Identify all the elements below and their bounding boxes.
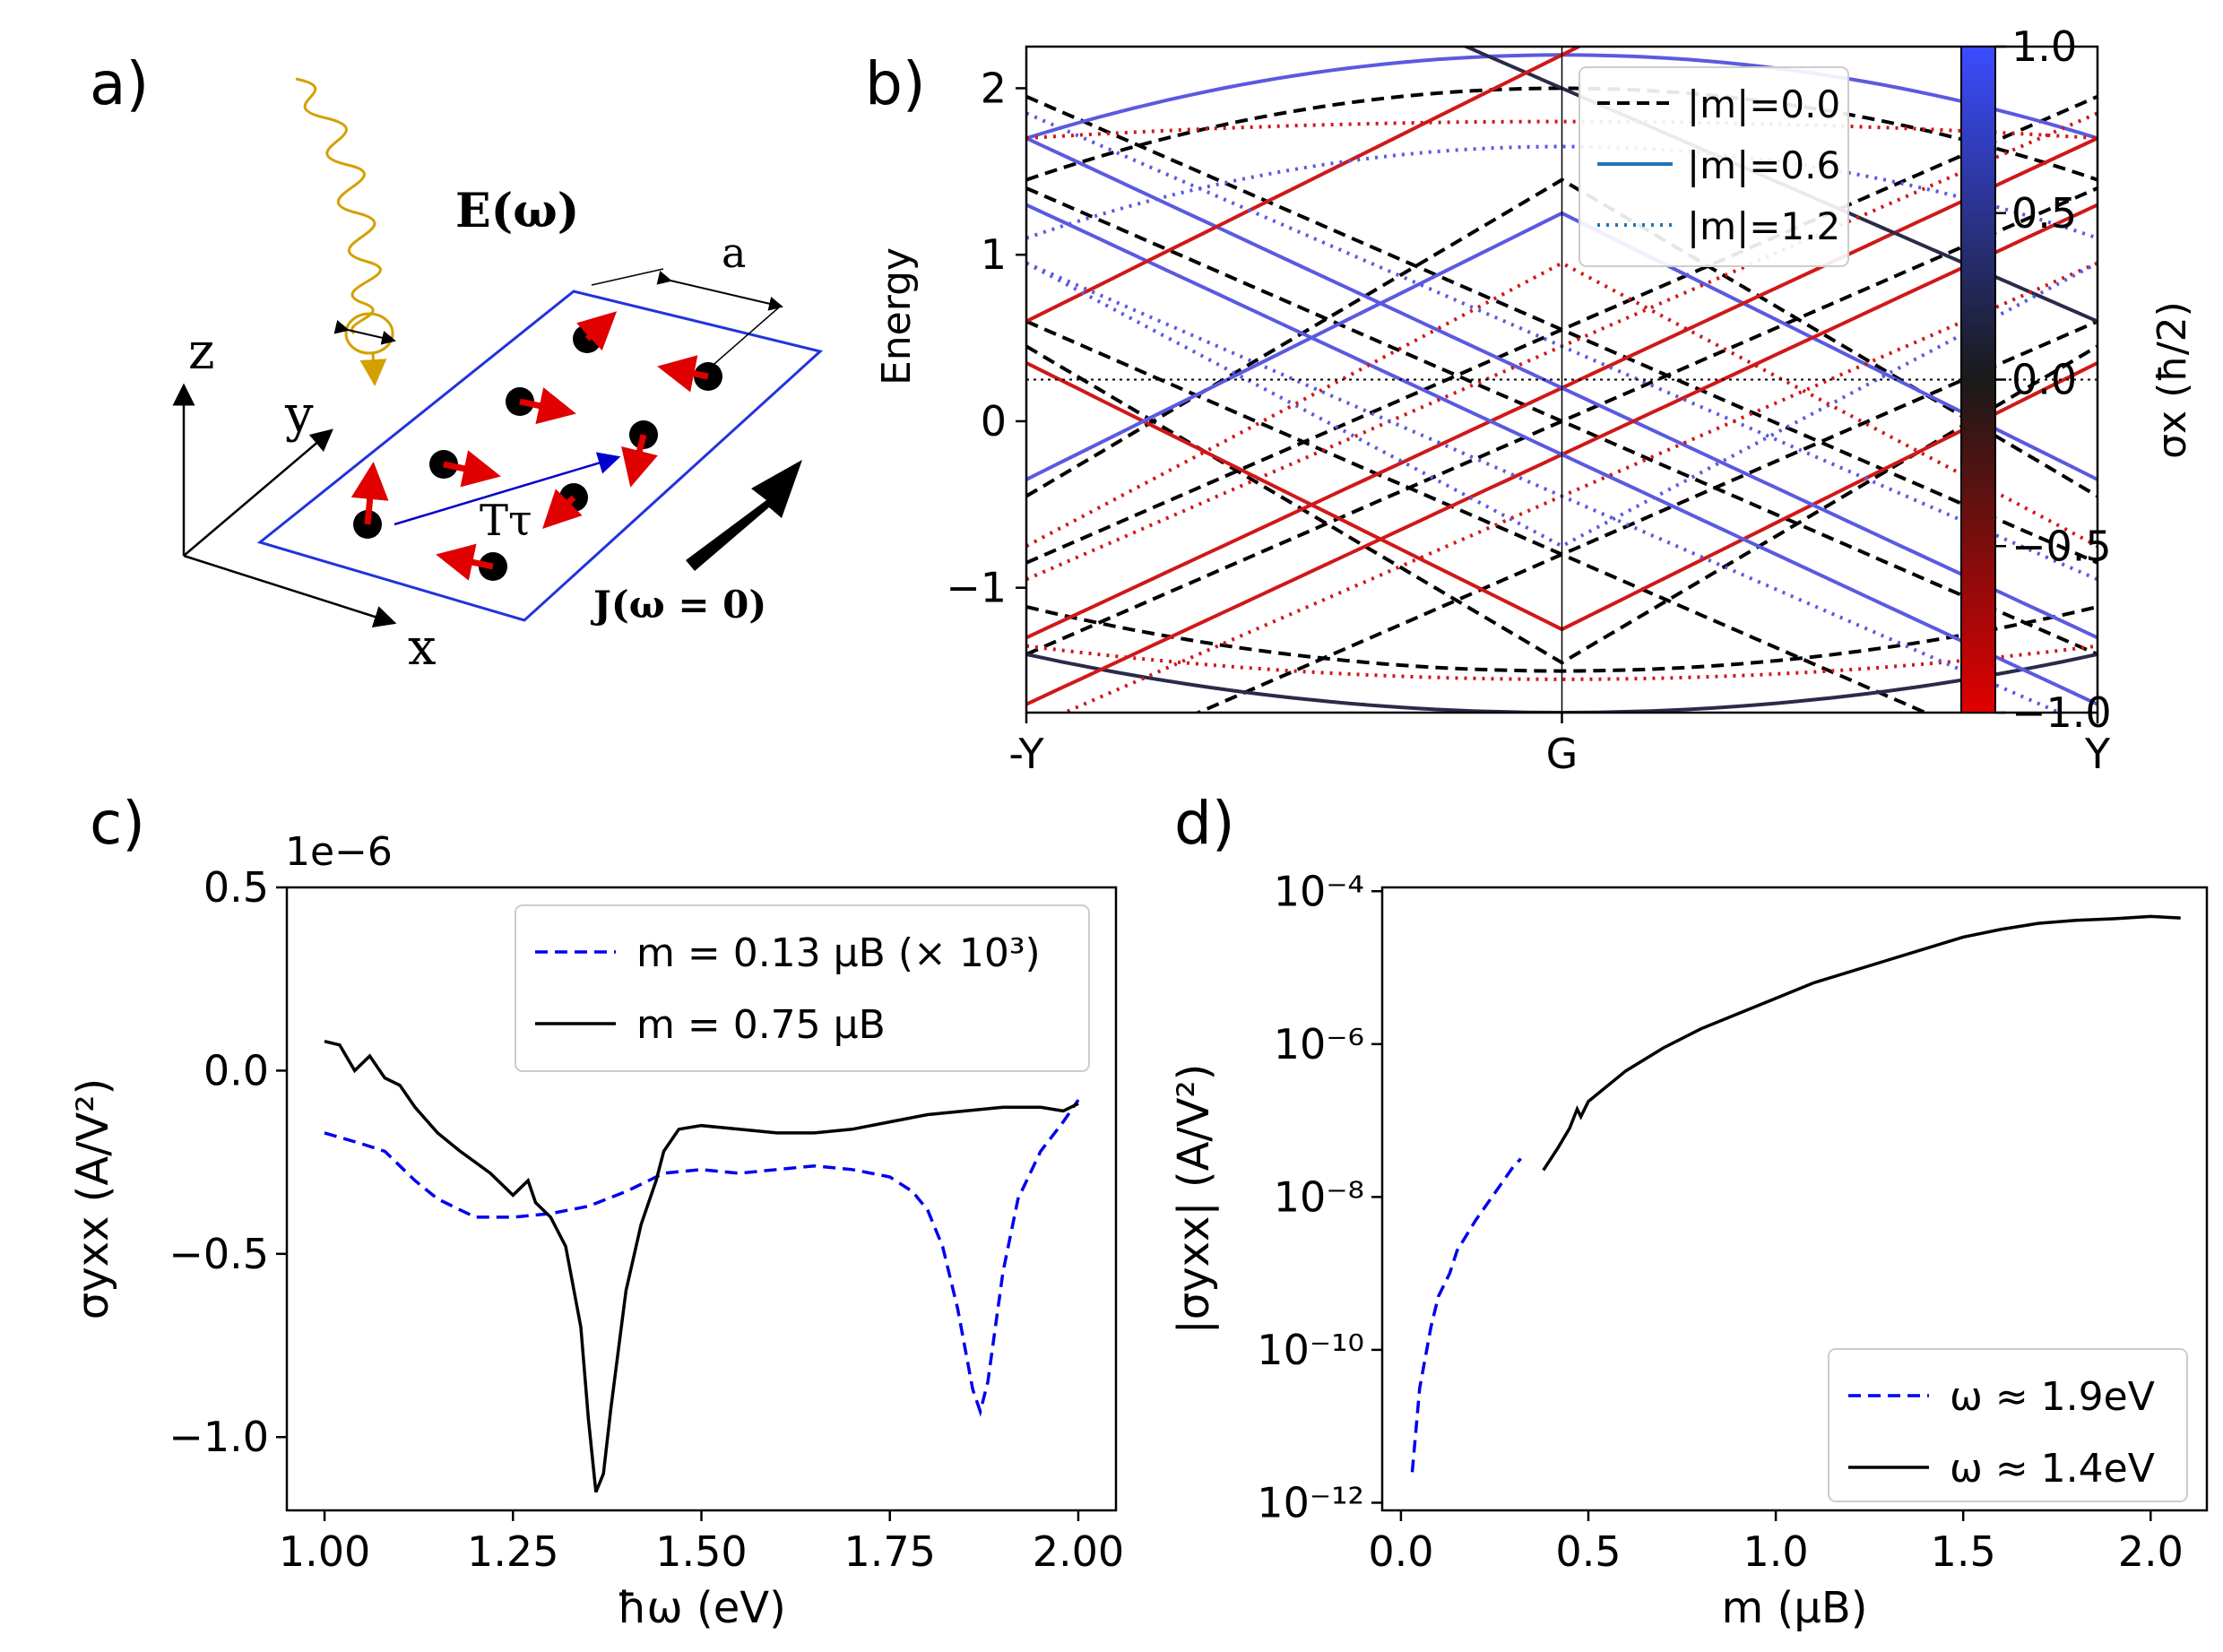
x-axis-label: x — [408, 618, 437, 677]
y-tick-label: 0.0 — [203, 1046, 269, 1094]
y-tick-label: 10⁻⁴ — [1274, 867, 1364, 915]
legend-label: |m|=1.2 — [1687, 204, 1840, 248]
colorbar-tick-label: −0.5 — [2011, 522, 2112, 570]
legend-frame — [1828, 1348, 2188, 1502]
panel-b: b) −1 0 1 2 -Y G Y |m|=0.0 |m|=0.6 |m|=1.2 1.0 0.5 0… — [861, 0, 2223, 789]
y-axis-label: σyxx (A/V²) — [68, 1078, 118, 1319]
x-tick-label: 1.75 — [844, 1527, 936, 1576]
band-m12 — [1026, 144, 2098, 240]
band-m12 — [1026, 644, 2098, 681]
x-axis — [183, 554, 397, 628]
y-tick-label: 10⁻⁸ — [1274, 1172, 1364, 1221]
x-tick-label: 1.25 — [467, 1527, 558, 1576]
legend-label: m = 0.75 μB — [636, 1002, 886, 1048]
colorbar-tick-label: 1.0 — [2011, 22, 2077, 71]
legend: m = 0.13 μB (× 10³) m = 0.75 μB — [515, 904, 1090, 1072]
y-axis-label: y — [285, 385, 314, 444]
colorbar-tick-label: −1.0 — [2011, 688, 2112, 737]
panel-b-label: b) — [865, 49, 926, 118]
legend-label: |m|=0.6 — [1687, 143, 1840, 187]
sigma-vs-frequency-chart: 1.00 1.25 1.50 1.75 2.00 0.5 0.0 −0.5 −1.0 ħω (eV… — [68, 863, 1124, 1633]
series-line — [1542, 914, 2181, 1172]
y-tick-label: −0.5 — [169, 1230, 269, 1278]
panel-d: d) 0.0 0.5 1.0 1.5 2.0 10⁻⁴ 10⁻⁶ 10⁻⁸ 10⁻¹⁰ 10⁻¹²… — [1147, 789, 2223, 1652]
schematic — [172, 77, 824, 628]
colorbar-label: σx (ħ/2) — [2149, 301, 2195, 459]
translation-label: Tτ — [480, 496, 532, 546]
y-tick-label: 0 — [981, 397, 1007, 445]
y-tick-label: −1.0 — [169, 1413, 269, 1461]
y-tick-label: 10⁻¹² — [1257, 1478, 1364, 1527]
chart-b-legend: |m|=0.0 |m|=0.6 |m|=1.2 — [1579, 66, 1849, 267]
y-tick-label: 10⁻⁶ — [1274, 1020, 1364, 1068]
atoms — [350, 311, 722, 581]
light-wave — [295, 77, 382, 335]
band-structure-chart: −1 0 1 2 -Y G Y |m|=0.0 |m|=0.6 |m|=1.2 1.0 0.5 0.0 −… — [946, 22, 2195, 778]
band-m0 — [1026, 86, 2098, 182]
y-tick-label: 1 — [981, 230, 1007, 279]
y-tick-label: 2 — [981, 64, 1007, 112]
panel-d-label: d) — [1174, 789, 1235, 858]
chart-c-offset: 1e−6 — [285, 829, 393, 875]
legend: ω ≈ 1.9eV ω ≈ 1.4eV — [1828, 1348, 2188, 1502]
x-tick-label: 0.0 — [1368, 1527, 1433, 1576]
series-line — [324, 1039, 1079, 1493]
x-tick-label: 2.0 — [2118, 1527, 2184, 1576]
x-tick-label: 0.5 — [1555, 1527, 1621, 1576]
lattice-plane — [256, 290, 824, 622]
series-line — [1410, 1157, 1522, 1473]
sigma-vs-moment-chart: 0.0 0.5 1.0 1.5 2.0 10⁻⁴ 10⁻⁶ 10⁻⁸ 10⁻¹⁰ 10⁻¹² m (… — [1169, 867, 2209, 1633]
panel-c: c) 1e−6 1.00 1.25 1.50 1.75 2.00 0.5 0.0 −0.5 −1… — [0, 789, 1147, 1652]
y-axis — [183, 428, 333, 557]
x-tick-label: 1.0 — [1743, 1527, 1809, 1576]
panel-c-label: c) — [90, 789, 146, 858]
legend-frame — [515, 904, 1090, 1072]
legend-frame — [1579, 66, 1849, 267]
band-m06 — [1026, 653, 2098, 713]
x-tick-label: Y — [2084, 730, 2111, 778]
y-tick-label: 0.5 — [203, 863, 269, 912]
x-axis-label: ħω (eV) — [617, 1583, 786, 1633]
legend-label: ω ≈ 1.9eV — [1950, 1374, 2155, 1420]
y-tick-label: −1 — [946, 564, 1007, 612]
x-tick-label: 2.00 — [1033, 1527, 1124, 1576]
panel-a-label: a) — [90, 49, 150, 118]
series-line — [324, 1099, 1080, 1417]
panel-a: a) — [0, 0, 861, 771]
spacing-label: a — [722, 229, 747, 277]
colorbar-tick-label: 0.0 — [2011, 356, 2077, 404]
y-axis-label: |σyxx| (A/V²) — [1169, 1064, 1219, 1335]
colorbar — [1960, 46, 1996, 714]
field-label: E(ω) — [455, 184, 580, 238]
y-tick-label: 10⁻¹⁰ — [1257, 1326, 1364, 1374]
x-tick-label: -Y — [1008, 730, 1044, 778]
plot-frame — [1380, 886, 2209, 1512]
x-tick-label: 1.00 — [279, 1527, 370, 1576]
chart-b-ylabel: Energy — [874, 247, 920, 385]
current-arrow — [686, 460, 802, 571]
x-axis-label: m (μB) — [1722, 1583, 1868, 1633]
colorbar-tick-label: 0.5 — [2011, 189, 2077, 238]
x-tick-label: 1.50 — [655, 1527, 747, 1576]
legend-label: |m|=0.0 — [1687, 82, 1840, 126]
legend-label: m = 0.13 μB (× 10³) — [636, 930, 1041, 976]
z-axis-label: z — [188, 323, 215, 381]
x-tick-label: G — [1546, 730, 1579, 778]
x-tick-label: 1.5 — [1931, 1527, 1996, 1576]
legend-label: ω ≈ 1.4eV — [1950, 1446, 2155, 1492]
current-label: J(ω = 0) — [593, 583, 767, 627]
translation-arrow — [394, 452, 621, 526]
